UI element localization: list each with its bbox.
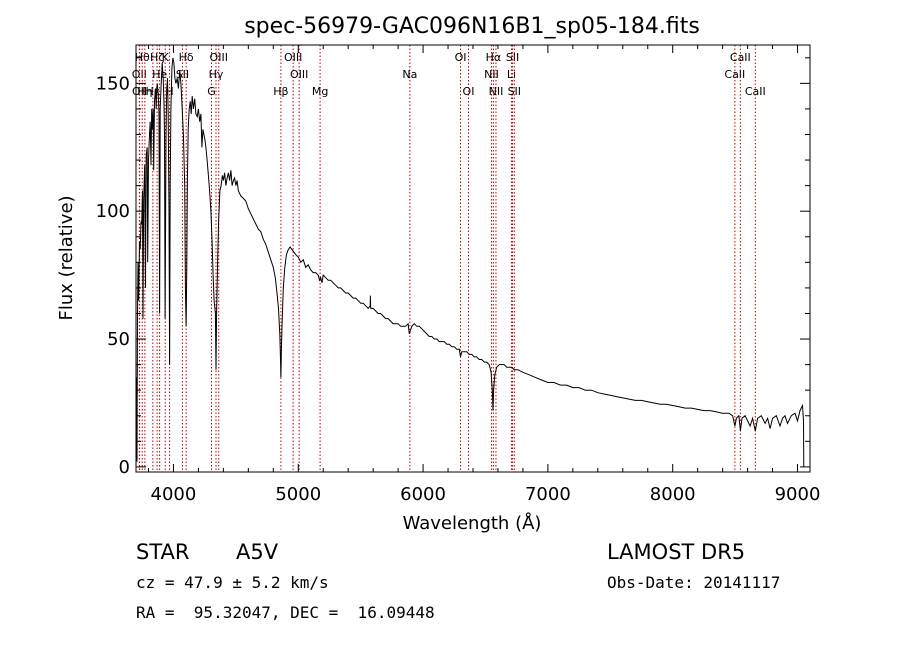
spectral-line-label: G: [207, 85, 216, 98]
x-tick-label: 7000: [525, 484, 571, 505]
x-tick-label: 5000: [275, 484, 321, 505]
object-subclass: A5V: [236, 540, 279, 564]
spectral-line-label: NII: [484, 68, 499, 81]
spectral-line-label: OIII: [284, 51, 302, 64]
spectral-line-label: Na: [402, 68, 417, 81]
y-axis-label: Flux (relative): [56, 195, 77, 320]
spectral-line-label: CaII: [745, 85, 766, 98]
observation-date: Obs-Date: 20141117: [607, 573, 781, 592]
object-class: STAR: [136, 540, 190, 564]
spectral-line-label: SII: [506, 51, 519, 64]
spectrum-series: [135, 57, 805, 467]
spectral-line-label: SII: [508, 85, 521, 98]
sky-coordinates: RA = 95.32047, DEC = 16.09448: [136, 603, 435, 622]
spectral-line-label: OIII: [290, 68, 308, 81]
x-axis-label: Wavelength (Å): [403, 512, 542, 534]
x-tick-label: 8000: [650, 484, 696, 505]
survey-name: LAMOST DR5: [607, 540, 746, 564]
spectral-line-label: Hζ: [150, 51, 164, 64]
axis-ticks: 4000 5000 6000 7000 8000 9000 0 50 100 150: [96, 45, 821, 505]
x-tick-label: 6000: [400, 484, 446, 505]
y-tick-label: 0: [119, 457, 130, 478]
spectral-line-label: Hα: [486, 51, 502, 64]
spectral-line-label: Hβ: [273, 85, 288, 98]
chart-title: spec-56979-GAC096N16B1_sp05-184.fits: [244, 14, 700, 39]
spectrum-line: [135, 57, 805, 467]
spectral-line-label: OI: [463, 85, 475, 98]
spectral-line-label: Hγ: [209, 68, 224, 81]
spectral-line-label: H: [165, 85, 173, 98]
y-tick-label: 100: [96, 201, 130, 222]
spectral-line-label: OI: [455, 51, 467, 64]
plot-frame: [135, 44, 811, 473]
redshift-velocity: cz = 47.9 ± 5.2 km/s: [136, 573, 329, 592]
spectral-line-label: Li: [507, 68, 516, 81]
spectral-line-markers: OIIOIIHθHηHκHζHeKHSIIHδGHγOIIIHβOIIIOIII…: [132, 45, 766, 472]
x-tick-label: 4000: [151, 484, 197, 505]
spectral-line-label: CaII: [724, 68, 745, 81]
spectral-line-label: Hη: [137, 85, 152, 98]
spectral-line-label: CaII: [730, 51, 751, 64]
spectral-line-label: Mg: [312, 85, 328, 98]
spectral-line-label: K: [162, 51, 170, 64]
y-tick-label: 150: [96, 73, 130, 94]
x-tick-label: 9000: [775, 484, 821, 505]
spectral-line-label: NII: [489, 85, 504, 98]
y-tick-label: 50: [107, 329, 130, 350]
spectral-line-label: Hθ: [135, 51, 150, 64]
spectral-line-label: OIII: [210, 51, 228, 64]
spectral-line-label: Hδ: [179, 51, 194, 64]
